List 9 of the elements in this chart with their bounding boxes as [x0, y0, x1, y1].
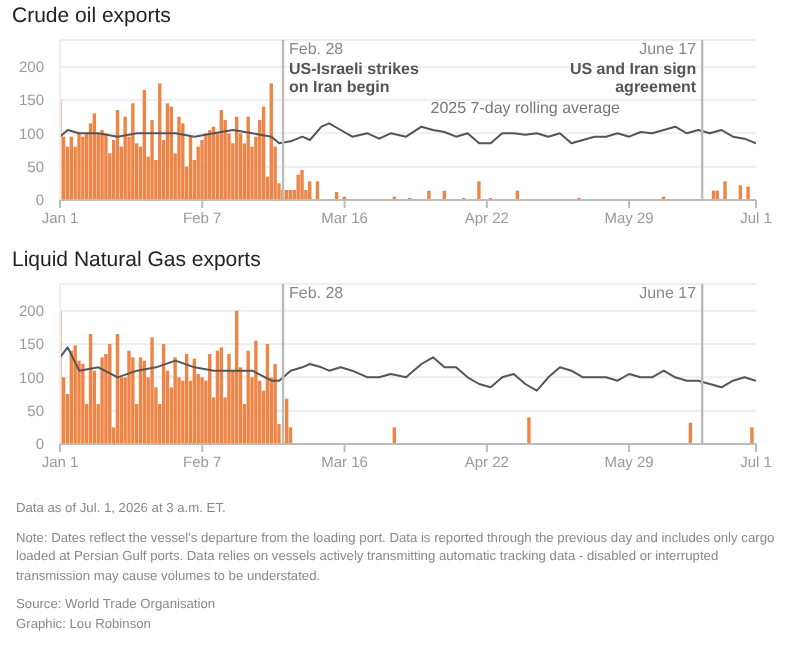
series-label: 2025 7-day rolling average: [430, 98, 622, 117]
annotation: US-Israeli strikes on Iran begin: [289, 60, 420, 96]
chart-title: Liquid Natural Gas exports: [10, 246, 263, 276]
ref-line-label: Feb. 28: [289, 40, 345, 58]
ref-line-label: Feb. 28: [289, 284, 345, 302]
ref-line-label: June 17: [639, 40, 698, 58]
annotation: US and Iran sign agreement: [569, 60, 697, 96]
ref-line-label: June 17: [639, 284, 698, 302]
chart-title: Crude oil exports: [10, 2, 173, 32]
